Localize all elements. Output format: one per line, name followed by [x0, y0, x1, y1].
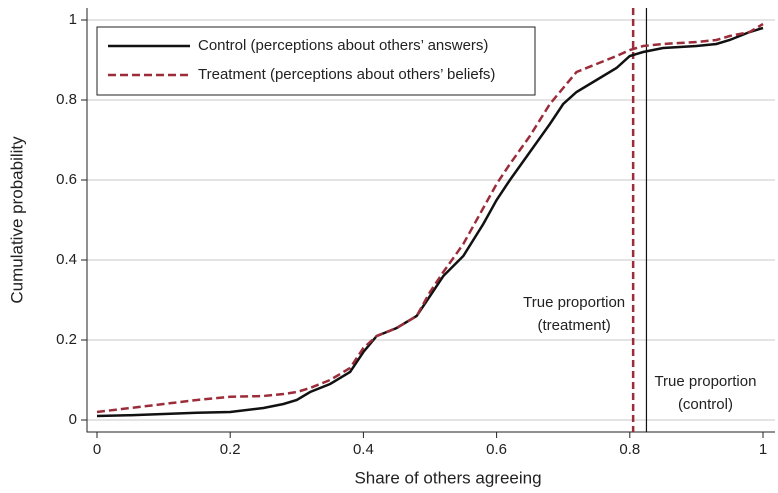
annotation-detail: (treatment) [537, 317, 610, 334]
annotation-detail: (control) [678, 396, 733, 413]
y-tick-label: 0.6 [56, 171, 77, 188]
x-tick-label: 1 [759, 441, 767, 458]
y-axis-label: Cumulative probability [7, 136, 26, 304]
x-tick-label: 0 [93, 441, 101, 458]
x-tick-label: 0.4 [353, 441, 374, 458]
axes-frame [86, 8, 775, 433]
y-tick-label: 0.4 [56, 251, 77, 268]
legend-label: Control (perceptions about others’ answe… [198, 37, 488, 54]
y-tick-label: 0 [69, 411, 77, 428]
x-axis-label: Share of others agreeing [354, 468, 541, 487]
legend-box [96, 26, 536, 96]
y-tick-label: 0.8 [56, 91, 77, 108]
legend-label: Treatment (perceptions about others’ bel… [198, 66, 495, 83]
y-tick-label: 0.2 [56, 331, 77, 348]
x-tick-label: 0.2 [220, 441, 241, 458]
y-tick-label: 1 [69, 11, 77, 28]
series-line [96, 26, 764, 418]
annotation-text: True proportion [654, 373, 756, 390]
x-tick-label: 0.8 [619, 441, 640, 458]
x-tick-label: 0.6 [486, 441, 507, 458]
series-line [96, 22, 764, 414]
annotation-text: True proportion [523, 294, 625, 311]
